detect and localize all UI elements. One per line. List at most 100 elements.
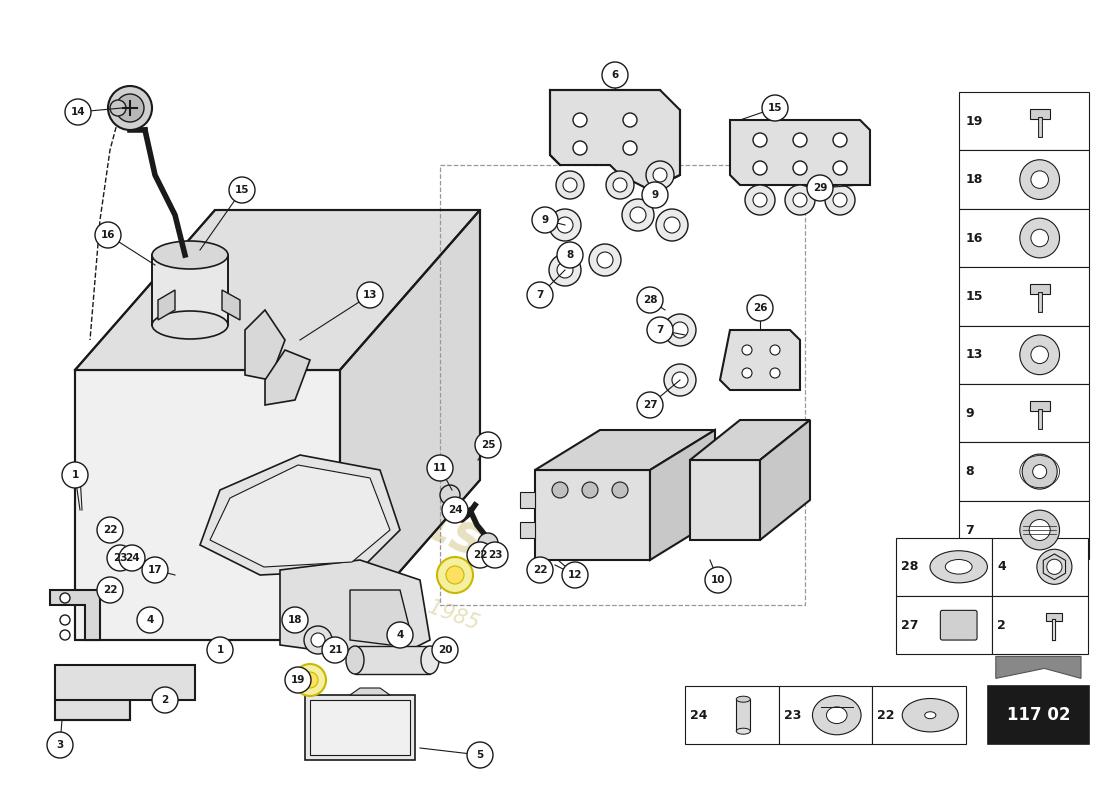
Text: 7: 7 <box>537 290 543 300</box>
Circle shape <box>527 282 553 308</box>
Circle shape <box>770 345 780 355</box>
Polygon shape <box>650 430 715 560</box>
Polygon shape <box>350 688 390 695</box>
Circle shape <box>282 607 308 633</box>
Bar <box>520 492 535 508</box>
Polygon shape <box>550 90 680 190</box>
Text: 11: 11 <box>432 463 448 473</box>
Text: 16: 16 <box>101 230 116 240</box>
Text: 4: 4 <box>998 560 1005 574</box>
Circle shape <box>807 175 833 201</box>
Bar <box>959 209 1089 267</box>
Bar <box>1030 110 1049 119</box>
Circle shape <box>672 372 688 388</box>
Text: 18: 18 <box>965 173 982 186</box>
Text: 23: 23 <box>112 553 128 563</box>
Ellipse shape <box>736 728 750 734</box>
Polygon shape <box>200 455 400 575</box>
Text: 1: 1 <box>217 645 223 655</box>
Circle shape <box>1030 519 1050 541</box>
Circle shape <box>754 161 767 175</box>
Text: 22: 22 <box>102 585 118 595</box>
Circle shape <box>646 161 674 189</box>
Circle shape <box>613 178 627 192</box>
Circle shape <box>754 133 767 147</box>
Polygon shape <box>535 470 650 560</box>
Circle shape <box>833 193 847 207</box>
Ellipse shape <box>945 559 972 574</box>
Bar <box>685 686 779 744</box>
Circle shape <box>754 193 767 207</box>
Circle shape <box>311 633 324 647</box>
Circle shape <box>549 209 581 241</box>
Polygon shape <box>690 460 760 540</box>
Text: 26: 26 <box>752 303 768 313</box>
Circle shape <box>745 185 776 215</box>
Circle shape <box>664 314 696 346</box>
Bar <box>779 686 872 744</box>
Circle shape <box>285 667 311 693</box>
Polygon shape <box>720 330 800 390</box>
Circle shape <box>294 664 326 696</box>
Circle shape <box>475 432 500 458</box>
Circle shape <box>119 545 145 571</box>
Circle shape <box>97 517 123 543</box>
Bar <box>959 501 1089 559</box>
Text: 15: 15 <box>965 290 982 303</box>
Text: 1: 1 <box>72 470 78 480</box>
Bar <box>872 686 966 744</box>
Text: 23: 23 <box>487 550 503 560</box>
Text: 27: 27 <box>642 400 658 410</box>
Text: 16: 16 <box>965 231 982 245</box>
Text: 2: 2 <box>998 618 1005 632</box>
Bar <box>959 92 1089 150</box>
Text: 14: 14 <box>70 107 86 117</box>
Bar <box>305 695 415 760</box>
Text: 9: 9 <box>651 190 659 200</box>
Bar <box>959 150 1089 209</box>
Circle shape <box>442 497 468 523</box>
Bar <box>992 538 1088 596</box>
Circle shape <box>563 178 578 192</box>
Circle shape <box>1031 346 1048 363</box>
Circle shape <box>1031 230 1048 246</box>
Polygon shape <box>535 430 715 470</box>
Polygon shape <box>245 310 285 380</box>
Circle shape <box>582 482 598 498</box>
Circle shape <box>606 171 634 199</box>
Circle shape <box>142 557 168 583</box>
Polygon shape <box>996 656 1081 678</box>
Circle shape <box>742 345 752 355</box>
Circle shape <box>1020 160 1059 199</box>
Text: 3: 3 <box>56 740 64 750</box>
Text: 20: 20 <box>438 645 452 655</box>
Ellipse shape <box>346 646 364 674</box>
Circle shape <box>60 615 70 625</box>
Circle shape <box>1047 559 1062 574</box>
Circle shape <box>229 177 255 203</box>
Polygon shape <box>75 210 480 370</box>
Text: 23: 23 <box>784 709 801 722</box>
Ellipse shape <box>902 698 958 732</box>
Bar <box>988 686 1089 744</box>
Circle shape <box>597 252 613 268</box>
Circle shape <box>793 161 807 175</box>
Text: 19: 19 <box>965 114 982 128</box>
Circle shape <box>387 622 412 648</box>
Bar <box>959 267 1089 326</box>
Text: 7: 7 <box>965 523 974 537</box>
Polygon shape <box>265 350 310 405</box>
Polygon shape <box>55 665 195 720</box>
Bar <box>1030 402 1049 411</box>
Circle shape <box>621 199 654 231</box>
Circle shape <box>468 542 493 568</box>
Circle shape <box>833 133 847 147</box>
Ellipse shape <box>736 696 750 702</box>
Circle shape <box>637 392 663 418</box>
Circle shape <box>573 113 587 127</box>
Circle shape <box>1031 171 1048 188</box>
Bar <box>959 384 1089 442</box>
Text: 28: 28 <box>642 295 658 305</box>
Circle shape <box>60 630 70 640</box>
Text: 5: 5 <box>476 750 484 760</box>
